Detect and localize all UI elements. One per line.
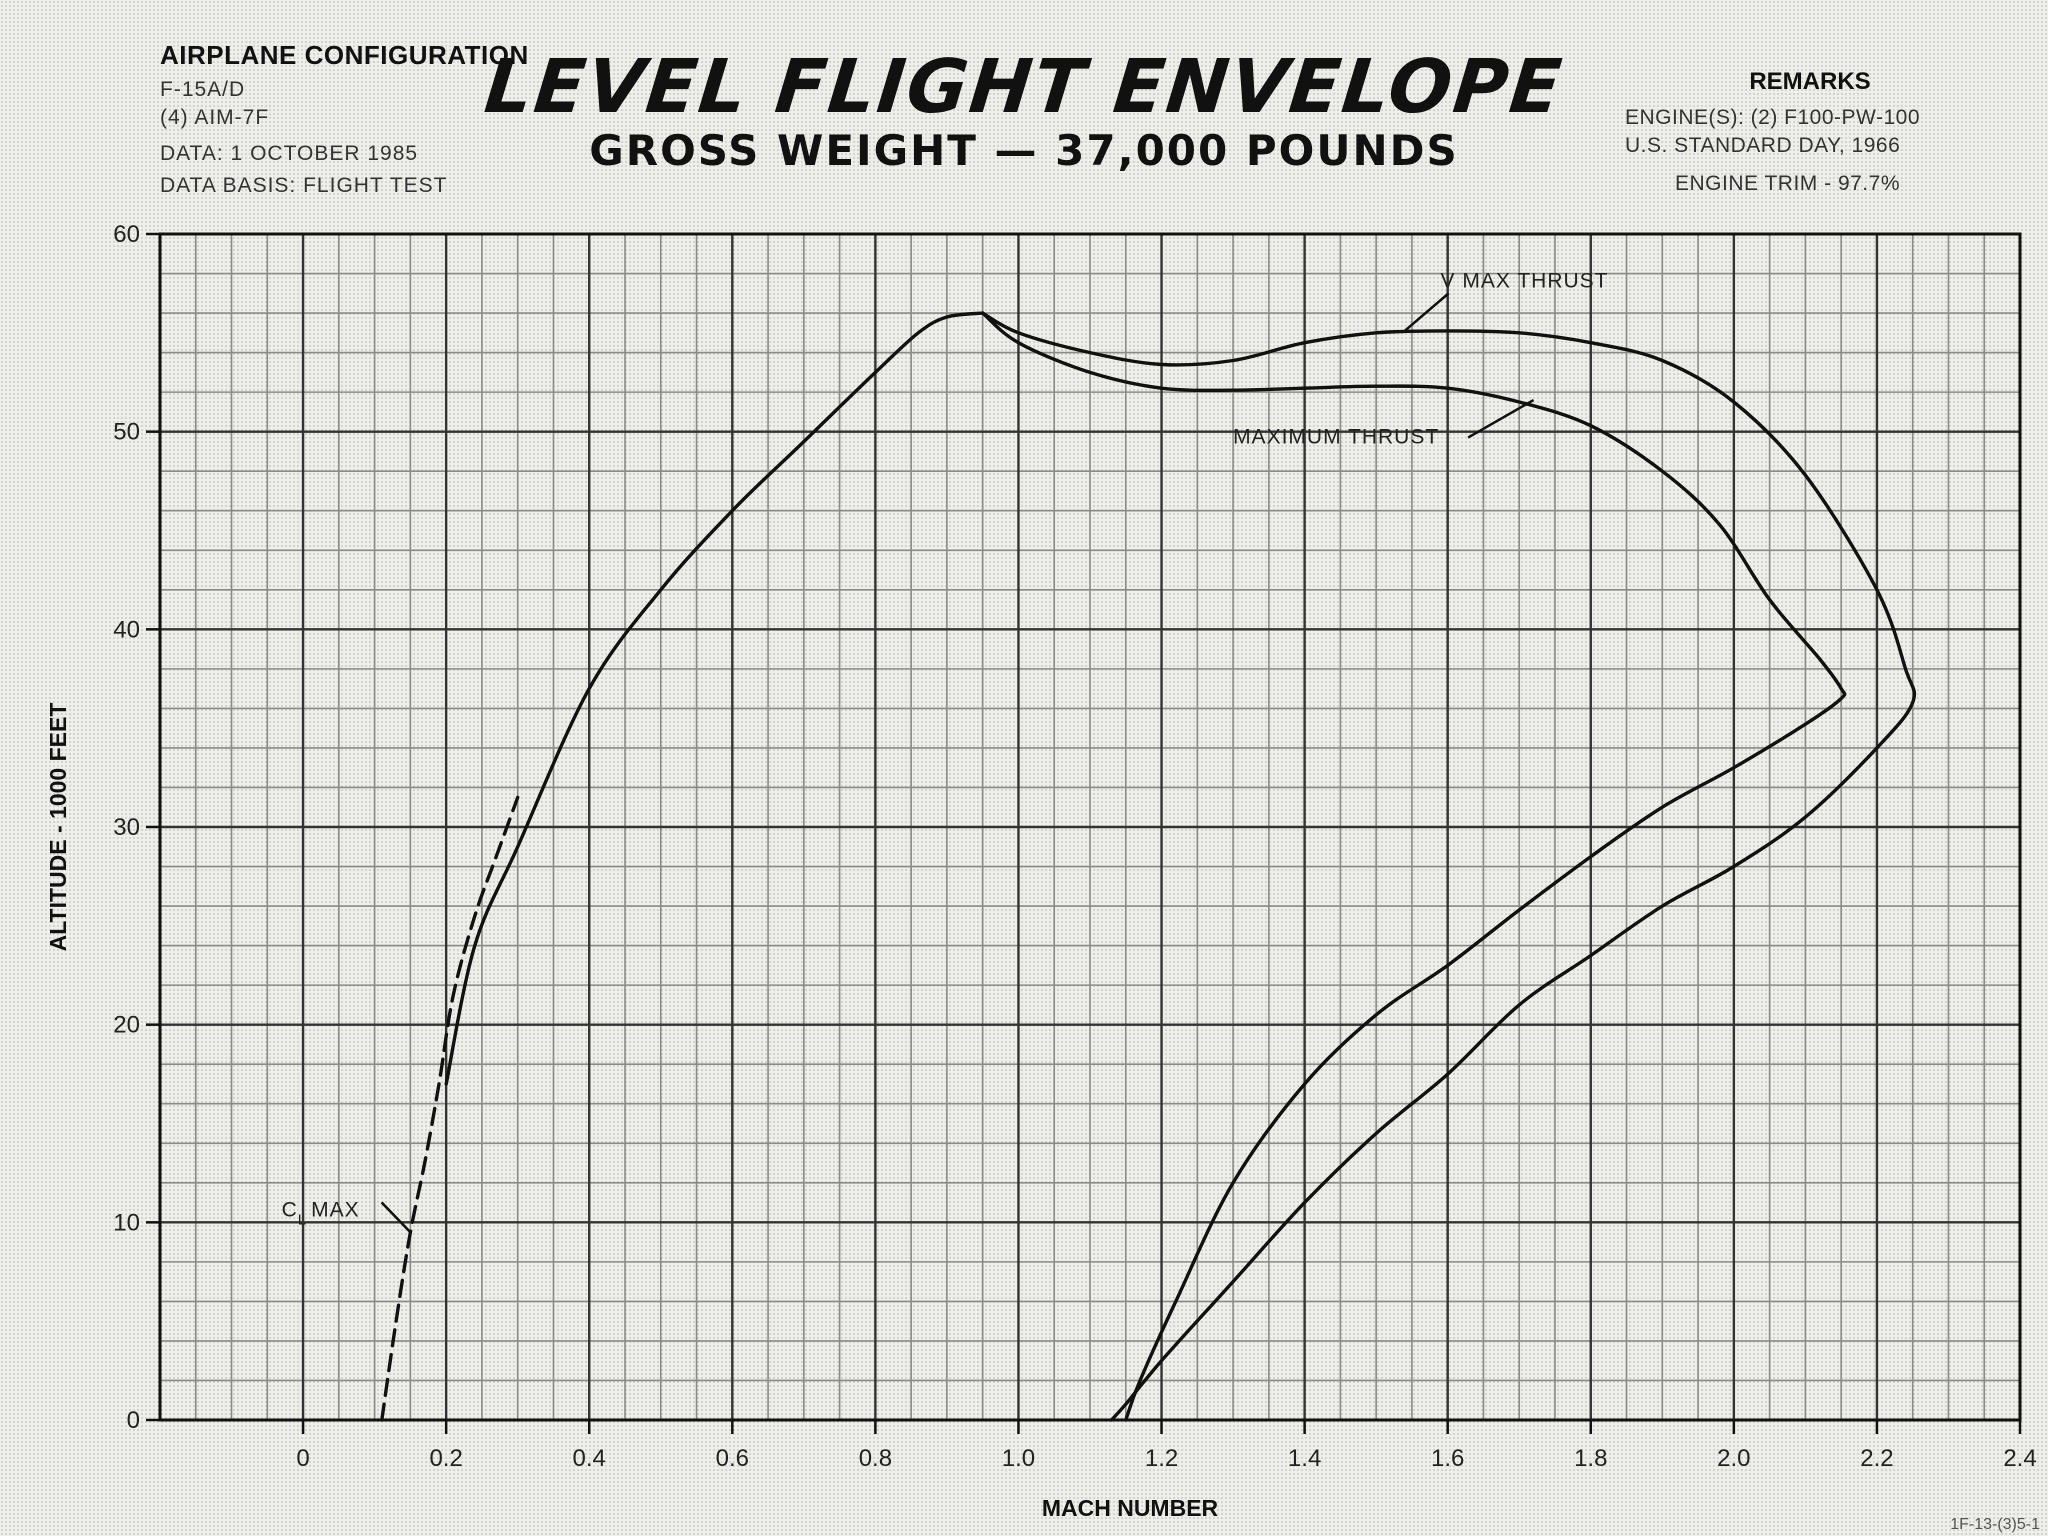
remarks-title: REMARKS (1749, 68, 1871, 95)
x-tick-label: 2.2 (1860, 1445, 1893, 1472)
config-line-stores: (4) AIM-7F (160, 106, 270, 129)
x-tick-label: 1.0 (1002, 1445, 1035, 1472)
annotation-leader-maximum-thrust (1467, 398, 1535, 439)
y-tick-label: 0 (127, 1407, 140, 1434)
y-tick-label: 50 (113, 419, 140, 446)
x-tick-label: 0.4 (573, 1445, 606, 1472)
series-line-v-max-thrust (981, 311, 1917, 1422)
series-line-maximum-thrust (981, 311, 1847, 1422)
x-tick-label: 0.2 (429, 1445, 462, 1472)
document-code: 1F-13-(3)5-1 (1950, 1516, 2040, 1533)
series-line-cl-max (380, 795, 520, 1422)
x-tick-label: 0 (296, 1445, 309, 1472)
chart-subtitle: GROSS WEIGHT — 37,000 POUNDS (589, 126, 1459, 175)
y-tick-label: 30 (113, 814, 140, 841)
x-tick-label: 0.6 (716, 1445, 749, 1472)
tick-labels: 0 0.2 0.4 0.6 0.8 1.0 1.2 1.4 1.6 1.8 2.0 2.2 2.4 0 10… (113, 221, 2036, 1472)
series-line-min-speed (444, 311, 985, 1086)
y-tick-label: 10 (113, 1209, 140, 1236)
annotation-cl-max: CL MAX (282, 1198, 360, 1228)
annotation-leader-v-max-thrust (1403, 292, 1450, 332)
x-tick-label: 1.4 (1288, 1445, 1321, 1472)
y-tick-label: 40 (113, 616, 140, 643)
config-title: AIRPLANE CONFIGURATION (160, 40, 529, 70)
y-tick-label: 20 (113, 1012, 140, 1039)
annotation-v-max-thrust: V MAX THRUST (1441, 269, 1609, 292)
remarks-line-engines: ENGINE(S): (2) F100-PW-100 (1625, 106, 1921, 129)
remarks-line-standard-day: U.S. STANDARD DAY, 1966 (1625, 134, 1901, 157)
x-tick-label: 0.8 (859, 1445, 892, 1472)
config-line-airplane: F-15A/D (160, 78, 246, 101)
x-tick-label: 1.6 (1431, 1445, 1464, 1472)
remarks-line-engine-trim: ENGINE TRIM - 97.7% (1675, 172, 1900, 195)
x-tick-label: 1.2 (1145, 1445, 1178, 1472)
x-axis-label: MACH NUMBER (1042, 1495, 1219, 1521)
y-tick-label: 60 (113, 221, 140, 248)
x-tick-label: 2.0 (1717, 1445, 1750, 1472)
axes (146, 232, 2022, 1434)
annotation-maximum-thrust: MAXIMUM THRUST (1233, 426, 1439, 449)
annotation-leader-cl-max (380, 1201, 412, 1234)
config-line-date: DATA: 1 OCTOBER 1985 (160, 142, 419, 165)
y-axis-label: ALTITUDE - 1000 FEET (45, 703, 71, 952)
series-group (380, 311, 1917, 1422)
x-tick-label: 2.4 (2003, 1445, 2036, 1472)
annotations-group: V MAX THRUST MAXIMUM THRUST CL MAX (282, 269, 1609, 1234)
x-tick-label: 1.8 (1574, 1445, 1607, 1472)
config-line-basis: DATA BASIS: FLIGHT TEST (160, 174, 448, 197)
